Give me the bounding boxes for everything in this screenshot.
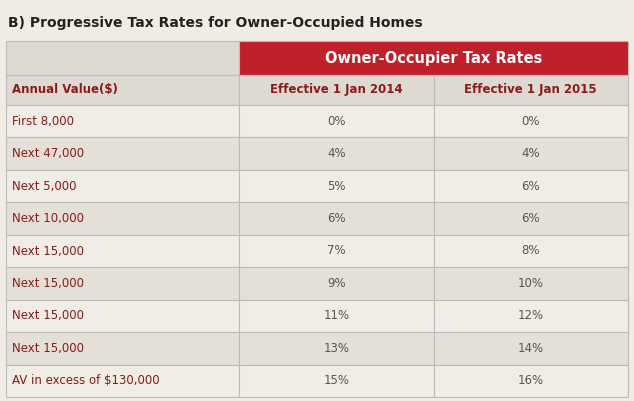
Text: 15%: 15%	[323, 374, 349, 387]
Bar	[6, 300, 239, 332]
Text: Owner-Occupier Tax Rates: Owner-Occupier Tax Rates	[325, 51, 542, 65]
Bar	[434, 365, 628, 397]
Bar	[434, 75, 628, 105]
Text: Next 15,000: Next 15,000	[12, 245, 84, 257]
Text: 4%: 4%	[522, 147, 540, 160]
Text: Next 15,000: Next 15,000	[12, 310, 84, 322]
Text: 0%: 0%	[522, 115, 540, 128]
Text: 10%: 10%	[518, 277, 544, 290]
Bar	[239, 138, 434, 170]
Text: 9%: 9%	[327, 277, 346, 290]
Text: Next 5,000: Next 5,000	[12, 180, 77, 192]
Bar	[434, 332, 628, 365]
Bar	[6, 365, 239, 397]
Bar	[434, 267, 628, 300]
Bar	[239, 105, 434, 138]
Text: 6%: 6%	[522, 180, 540, 192]
Text: 6%: 6%	[327, 212, 346, 225]
Text: 12%: 12%	[518, 310, 544, 322]
Text: 11%: 11%	[323, 310, 349, 322]
Bar	[6, 203, 239, 235]
Bar	[239, 170, 434, 203]
Text: 8%: 8%	[522, 245, 540, 257]
Text: First 8,000: First 8,000	[12, 115, 74, 128]
Text: Effective 1 Jan 2015: Effective 1 Jan 2015	[465, 83, 597, 97]
Text: 14%: 14%	[518, 342, 544, 355]
Text: Next 15,000: Next 15,000	[12, 342, 84, 355]
Text: Annual Value($): Annual Value($)	[12, 83, 118, 97]
Text: 6%: 6%	[522, 212, 540, 225]
Text: 5%: 5%	[327, 180, 346, 192]
Text: B) Progressive Tax Rates for Owner-Occupied Homes: B) Progressive Tax Rates for Owner-Occup…	[8, 16, 423, 30]
Bar	[434, 170, 628, 203]
Bar	[434, 235, 628, 267]
Bar	[6, 41, 239, 75]
Bar	[6, 105, 239, 138]
Bar	[239, 75, 434, 105]
Bar	[434, 203, 628, 235]
Text: 4%: 4%	[327, 147, 346, 160]
Text: 7%: 7%	[327, 245, 346, 257]
Text: AV in excess of $130,000: AV in excess of $130,000	[12, 374, 160, 387]
Bar	[6, 267, 239, 300]
Bar	[239, 203, 434, 235]
Text: 13%: 13%	[323, 342, 349, 355]
Bar	[6, 170, 239, 203]
Text: Effective 1 Jan 2014: Effective 1 Jan 2014	[270, 83, 403, 97]
Bar	[6, 332, 239, 365]
Bar	[434, 300, 628, 332]
Bar	[434, 105, 628, 138]
Text: Next 47,000: Next 47,000	[12, 147, 84, 160]
Bar	[239, 332, 434, 365]
Bar	[6, 235, 239, 267]
Text: 0%: 0%	[327, 115, 346, 128]
Bar	[239, 267, 434, 300]
Bar	[239, 300, 434, 332]
Bar	[434, 138, 628, 170]
Bar	[239, 235, 434, 267]
Text: Next 15,000: Next 15,000	[12, 277, 84, 290]
Bar	[239, 365, 434, 397]
Bar	[6, 138, 239, 170]
Bar	[239, 41, 628, 75]
Text: Next 10,000: Next 10,000	[12, 212, 84, 225]
Bar	[6, 75, 239, 105]
Text: 16%: 16%	[518, 374, 544, 387]
